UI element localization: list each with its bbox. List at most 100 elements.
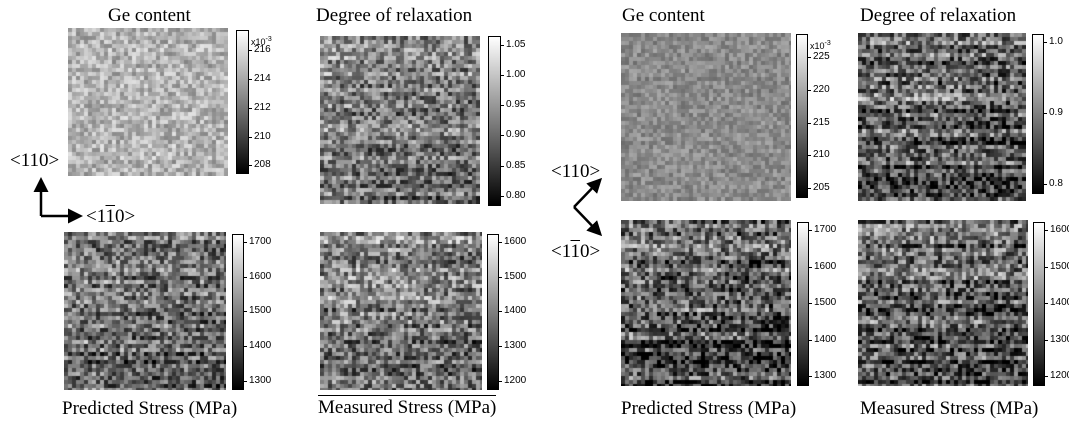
title-degree-of-relaxation: Degree of relaxation: [316, 5, 473, 26]
title-ge-content: Ge content: [108, 5, 191, 26]
colorbar-tick-label: 210: [813, 149, 830, 161]
colorbar-tick-label: 1200: [1050, 370, 1069, 382]
colorbar-tick-mark: [1045, 339, 1048, 341]
colorbar-tick-label: 0.9: [1049, 107, 1063, 119]
colorbar-tick-label: 0.85: [506, 159, 526, 171]
arrow-left-axes: [33, 177, 83, 224]
colorbar-tick-label: 1500: [1050, 260, 1069, 272]
relaxation-colorbar: [488, 36, 501, 206]
colorbar-tick-label: 1500: [249, 305, 272, 317]
colorbar-tick-mark: [501, 165, 504, 167]
colorbar-tick-mark: [499, 345, 502, 347]
colorbar-tick-mark: [1044, 184, 1047, 186]
colorbar-tick-label: 1300: [814, 370, 837, 382]
axis-label-1-10: <110>: [86, 206, 136, 227]
title-measured-stress: Measured Stress (MPa): [318, 395, 497, 418]
colorbar-tick-label: 1.05: [506, 38, 526, 50]
colorbar-tick-label: 1200: [504, 374, 527, 386]
colorbar-tick-mark: [499, 380, 502, 382]
colorbar-tick-mark: [249, 78, 252, 80]
colorbar-tick-label: 1700: [814, 224, 837, 236]
predicted-stress-colorbar-2: [797, 222, 809, 386]
measured-stress-map-2: [858, 220, 1028, 386]
colorbar-tick-mark: [808, 188, 811, 190]
ge-content-unit-2: x10-3: [810, 40, 831, 51]
colorbar-tick-mark: [1045, 230, 1048, 232]
measured-stress-map: [320, 232, 482, 390]
colorbar-tick-label: 1300: [249, 374, 272, 386]
colorbar-tick-label: 1400: [814, 333, 837, 345]
colorbar-tick-mark: [1045, 303, 1048, 305]
arrow-right-axes: [573, 177, 603, 237]
colorbar-tick-mark: [501, 195, 504, 197]
colorbar-tick-mark: [249, 165, 252, 167]
colorbar-tick-mark: [501, 74, 504, 76]
colorbar-tick-label: 0.90: [506, 129, 526, 141]
colorbar-tick-label: 0.8: [1049, 178, 1063, 190]
colorbar-tick-mark: [249, 107, 252, 109]
colorbar-tick-mark: [809, 230, 812, 232]
colorbar-tick-mark: [808, 56, 811, 58]
title-ge-content-2: Ge content: [622, 5, 705, 26]
colorbar-tick-label: 1300: [1050, 333, 1069, 345]
colorbar-tick-label: 210: [254, 130, 271, 142]
colorbar-tick-mark: [499, 276, 502, 278]
colorbar-tick-mark: [1045, 376, 1048, 378]
colorbar-tick-label: 1600: [249, 270, 272, 282]
ge-content-unit: x10-3: [251, 36, 272, 47]
colorbar-tick-label: 1400: [504, 305, 527, 317]
colorbar-tick-mark: [1044, 42, 1047, 43]
title-measured-stress-2: Measured Stress (MPa): [860, 398, 1039, 419]
colorbar-tick-label: 1500: [504, 270, 527, 282]
colorbar-tick-label: 205: [813, 182, 830, 194]
colorbar-tick-mark: [809, 266, 812, 268]
colorbar-tick-mark: [808, 89, 811, 91]
title-predicted-stress: Predicted Stress (MPa): [62, 398, 238, 419]
colorbar-tick-label: 0.95: [506, 99, 526, 111]
colorbar-tick-mark: [808, 155, 811, 157]
colorbar-tick-mark: [809, 303, 812, 305]
colorbar-tick-label: 1400: [1050, 297, 1069, 309]
colorbar-tick-mark: [809, 376, 812, 378]
predicted-stress-colorbar: [232, 234, 244, 390]
colorbar-tick-mark: [809, 339, 812, 341]
title-degree-of-relaxation-2: Degree of relaxation: [860, 5, 1017, 26]
title-predicted-stress-2: Predicted Stress (MPa): [621, 398, 797, 419]
colorbar-tick-mark: [499, 241, 502, 243]
colorbar-tick-label: 1400: [249, 339, 272, 351]
colorbar-tick-mark: [244, 241, 247, 243]
colorbar-tick-mark: [499, 311, 502, 313]
relaxation-map: [320, 36, 480, 204]
colorbar-tick-label: 1.0: [1049, 36, 1063, 47]
colorbar-tick-label: 214: [254, 72, 271, 84]
colorbar-tick-mark: [808, 122, 811, 124]
colorbar-tick-mark: [244, 276, 247, 278]
colorbar-tick-mark: [1044, 113, 1047, 115]
colorbar-tick-label: 1600: [504, 235, 527, 247]
colorbar-tick-label: 1700: [249, 235, 272, 247]
measured-stress-colorbar: [487, 234, 499, 390]
colorbar-tick-mark: [1045, 266, 1048, 268]
axis-label-110-2: <110>: [551, 161, 601, 182]
colorbar-tick-mark: [249, 50, 252, 52]
colorbar-tick-mark: [501, 44, 504, 46]
predicted-stress-map-2: [621, 220, 791, 386]
ge-content-colorbar-2: [796, 34, 808, 198]
colorbar-tick-label: 1.00: [506, 68, 526, 80]
colorbar-tick-label: 212: [254, 101, 271, 113]
predicted-stress-map: [64, 232, 226, 390]
colorbar-tick-mark: [244, 380, 247, 382]
ge-content-map-2: [621, 33, 791, 201]
colorbar-tick-mark: [501, 105, 504, 107]
colorbar-tick-label: 215: [813, 116, 830, 128]
ge-content-colorbar: [236, 30, 249, 174]
colorbar-tick-label: 1600: [814, 260, 837, 272]
colorbar-tick-label: 225: [813, 50, 830, 62]
colorbar-tick-label: 0.80: [506, 189, 526, 201]
colorbar-tick-mark: [249, 136, 252, 138]
colorbar-tick-label: 1600: [1050, 224, 1069, 236]
colorbar-tick-mark: [501, 135, 504, 137]
colorbar-tick-label: 1300: [504, 339, 527, 351]
colorbar-tick-mark: [244, 311, 247, 313]
